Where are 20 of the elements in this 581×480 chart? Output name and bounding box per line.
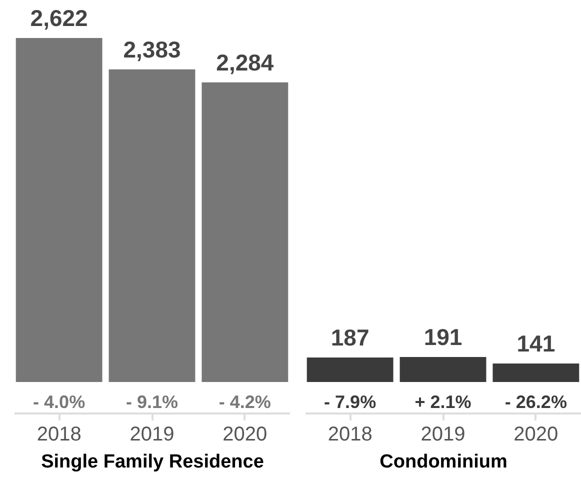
text: - 26.2% bbox=[504, 392, 567, 412]
text: + 2.1% bbox=[414, 392, 472, 412]
text: - 7.9% bbox=[324, 392, 376, 412]
data-label: 141 bbox=[516, 330, 556, 356]
text: - 4.2% bbox=[218, 392, 271, 412]
data-label: 2,383 bbox=[123, 36, 181, 62]
x-tick-label: 2018 bbox=[36, 424, 82, 446]
text: - 9.1% bbox=[126, 392, 178, 412]
data-label: 2,622 bbox=[30, 5, 88, 31]
text: - 4.0% bbox=[33, 392, 86, 412]
x-axis-title: Single Family Residence bbox=[41, 452, 264, 472]
x-tick-label: 2019 bbox=[130, 424, 174, 446]
x-tick-label: 2018 bbox=[328, 424, 372, 446]
data-label: 2,284 bbox=[216, 49, 274, 76]
x-tick-label: 2019 bbox=[420, 424, 466, 446]
data-label: 187 bbox=[330, 324, 370, 350]
data-label: 191 bbox=[424, 324, 462, 350]
x-tick-label: 2020 bbox=[222, 424, 268, 446]
x-axis-title: Condominium bbox=[380, 452, 508, 472]
x-tick-label: 2020 bbox=[514, 424, 558, 446]
